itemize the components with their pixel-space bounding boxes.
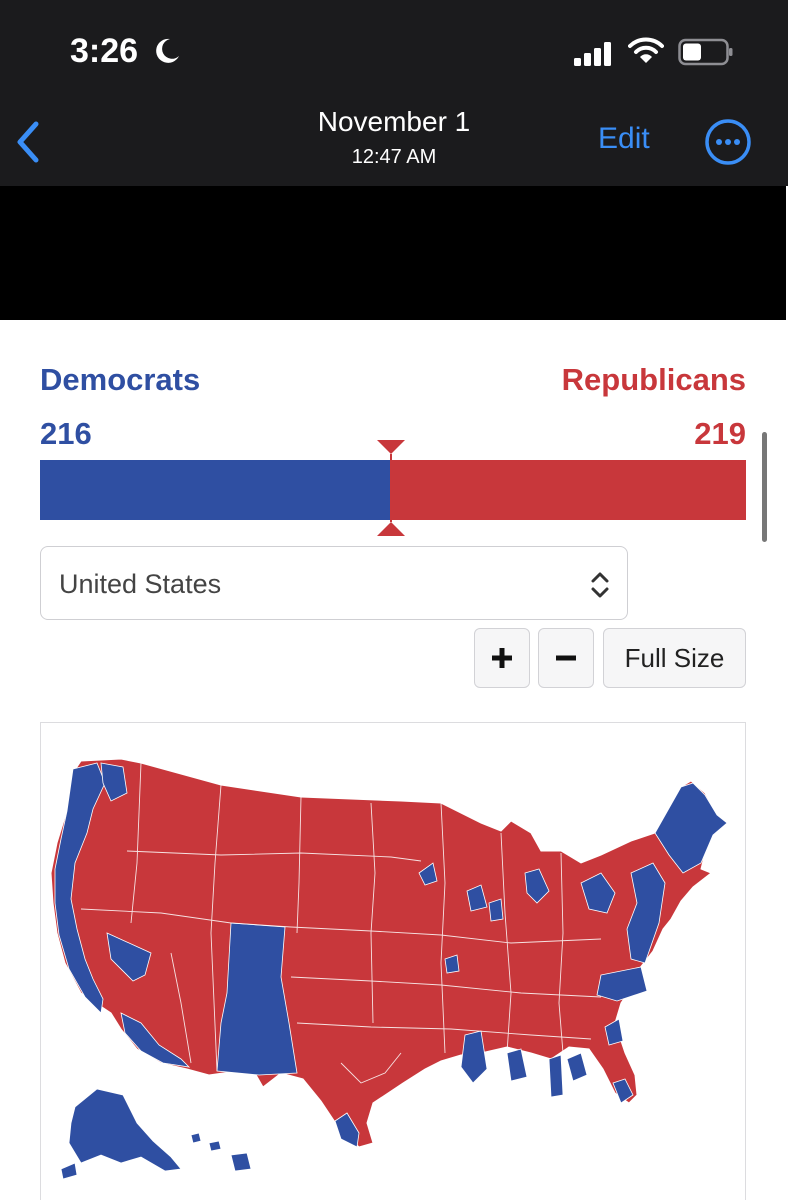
nav-title: November 1	[317, 106, 471, 137]
democrats-bar-segment	[40, 460, 391, 520]
full-size-button[interactable]: Full Size	[603, 628, 746, 688]
us-district-map	[50, 758, 728, 1180]
zoom-out-button[interactable]	[538, 628, 594, 688]
more-options-icon[interactable]	[704, 118, 752, 166]
scroll-indicator[interactable]	[762, 432, 767, 542]
majority-line	[390, 454, 392, 522]
majority-marker-bottom-icon	[377, 522, 405, 536]
back-chevron-icon[interactable]	[12, 120, 44, 164]
status-time: 3:26	[70, 32, 139, 70]
edit-button[interactable]: Edit	[598, 122, 650, 155]
district-map[interactable]	[40, 722, 746, 1200]
cellular-signal-icon	[574, 42, 611, 66]
nav-bar	[0, 100, 788, 186]
chevron-up-down-icon	[591, 572, 609, 598]
black-band	[0, 186, 786, 320]
seat-balance-bar	[40, 460, 746, 520]
region-select-value: United States	[59, 569, 222, 599]
plus-icon	[492, 648, 512, 668]
nav-subtitle: 12:47 AM	[351, 146, 437, 168]
republicans-seat-count: 219	[694, 416, 746, 451]
region-select[interactable]: United States	[40, 546, 628, 620]
battery-icon	[678, 38, 733, 66]
republicans-bar-segment	[390, 460, 746, 520]
district-borders	[80, 762, 602, 1084]
minus-icon	[556, 655, 576, 661]
democratic-districts	[54, 762, 728, 1180]
democrats-seat-count: 216	[40, 416, 92, 451]
moon-icon	[156, 38, 179, 63]
republicans-label: Republicans	[561, 362, 746, 397]
majority-marker-top-icon	[377, 440, 405, 454]
zoom-in-button[interactable]	[474, 628, 530, 688]
wifi-icon	[628, 37, 664, 63]
democrats-label: Democrats	[40, 362, 201, 397]
